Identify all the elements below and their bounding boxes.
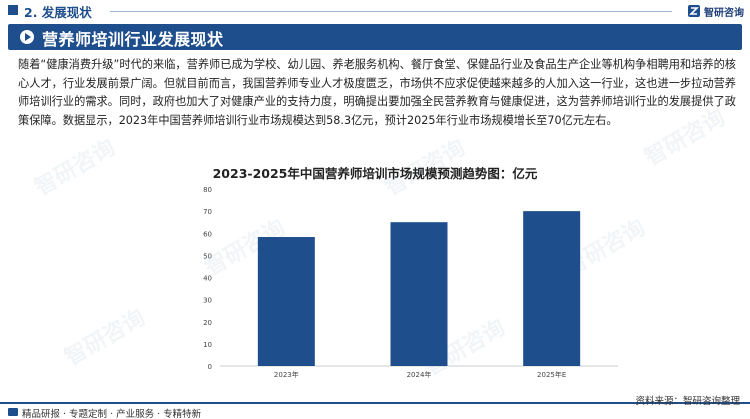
y-tick-label: 40: [203, 275, 212, 283]
source-note: 资料来源：智研咨询整理: [635, 396, 740, 407]
watermark: 智研咨询: [60, 305, 150, 371]
footer-bar: 精品研报 · 专题定制 · 产业服务 · 专精特新: [0, 402, 750, 419]
section-title: 2. 发展现状: [24, 5, 92, 20]
bar: [257, 237, 315, 366]
brand-logo: 智研咨询: [687, 3, 744, 19]
y-tick-label: 80: [203, 186, 212, 194]
watermark: 智研咨询: [200, 215, 290, 281]
y-tick-label: 70: [203, 208, 212, 216]
x-tick-label: 2025年E: [537, 370, 566, 379]
title-banner: 营养师培训行业发展现状: [8, 24, 742, 50]
chart-title: 2023-2025年中国营养师培训市场规模预测趋势图：亿元: [212, 166, 538, 181]
zhiyan-logo-icon: [688, 5, 700, 17]
y-tick-label: 30: [203, 297, 212, 305]
watermark: 智研咨询: [420, 315, 510, 381]
body-paragraph: 随着“健康消费升级”时代的来临，营养师已成为学校、幼儿园、养老服务机构、餐厅食堂…: [18, 58, 736, 127]
header-divider: [110, 11, 672, 12]
bar: [390, 222, 448, 366]
section-header: 2. 发展现状 智研咨询: [0, 0, 750, 22]
page-title: 营养师培训行业发展现状: [42, 30, 224, 49]
x-tick-label: 2023年: [274, 370, 299, 379]
footer-strip: [0, 402, 750, 404]
section-square-icon: [8, 5, 18, 15]
x-tick-label: 2024年: [407, 370, 432, 379]
y-tick-label: 20: [203, 319, 212, 327]
footer-features: 精品研报 · 专题定制 · 产业服务 · 专精特新: [22, 409, 202, 419]
play-bullet-icon: [20, 30, 34, 44]
bar: [523, 211, 581, 366]
logo-text: 智研咨询: [704, 7, 744, 19]
book-icon: [8, 408, 18, 416]
watermark: 智研咨询: [560, 215, 650, 281]
y-tick-label: 50: [203, 252, 212, 260]
y-tick-label: 0: [208, 363, 212, 371]
y-tick-label: 60: [203, 230, 212, 238]
y-tick-label: 10: [203, 341, 212, 349]
